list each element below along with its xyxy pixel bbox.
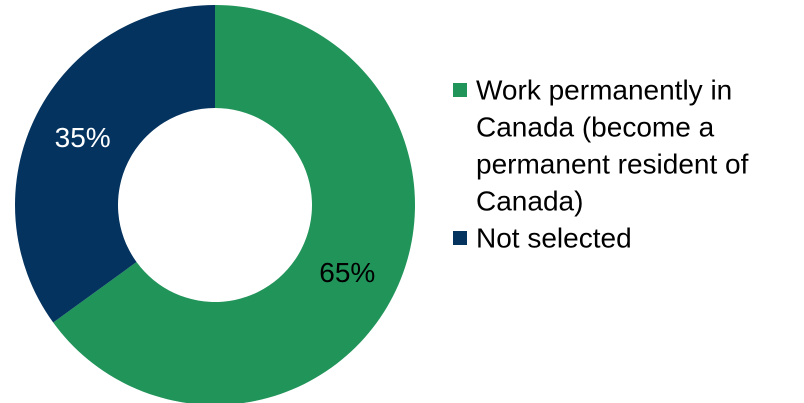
legend-item-0: Work permanently in Canada (become a perma… [453,75,749,217]
legend-label-0: Work permanently in Canada (become a perma… [476,75,749,217]
slice-label-1: 35% [55,122,111,153]
donut-slices [15,5,415,403]
donut-slice-0 [53,5,415,403]
legend: Work permanently in Canada (become a perma… [453,75,749,254]
legend-label-1: Not selected [476,223,632,254]
donut-slice-1 [15,5,216,323]
slice-labels: 65% 35% [55,122,376,288]
legend-item-1: Not selected [453,223,632,254]
legend-swatch-0 [453,83,467,97]
legend-swatch-1 [453,231,467,245]
slice-label-0: 65% [319,257,375,288]
